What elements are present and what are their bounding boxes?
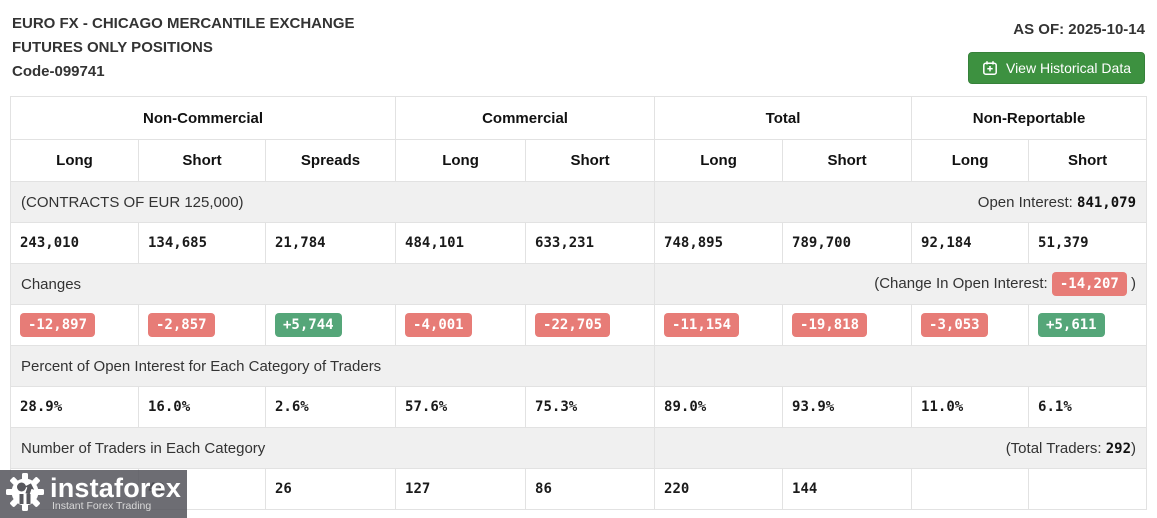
subheader-nc-short: Short — [138, 139, 266, 182]
subheader-nc-spreads: Spreads — [264, 139, 397, 182]
contracts-open-interest-row: (CONTRACTS OF EUR 125,000) Open Interest… — [9, 181, 1148, 223]
change-open-interest-badge: -14,207 — [1051, 272, 1127, 296]
change-cell: -4,001 — [395, 304, 527, 346]
change-badge: -3,053 — [921, 313, 988, 337]
traders-cell: 144 — [782, 468, 913, 510]
change-badge: +5,744 — [275, 313, 342, 337]
report-header-right: AS OF: 2025-10-14 View Historical Data — [967, 12, 1145, 84]
traders-cell: 86 — [525, 468, 656, 510]
total-traders-value: 292 — [1105, 440, 1132, 457]
change-cell: -12,897 — [10, 304, 139, 346]
view-historical-data-label: View Historical Data — [1005, 60, 1131, 76]
percent-label-row: Percent of Open Interest for Each Catego… — [9, 345, 1148, 387]
group-header-commercial: Commercial — [395, 96, 656, 140]
traders-cell: 220 — [654, 468, 784, 510]
open-interest-value: 841,079 — [1077, 194, 1137, 211]
percent-cell: 6.1% — [1028, 386, 1148, 428]
position-cell: 789,700 — [782, 222, 913, 264]
sub-header-row: Long Short Spreads Long Short Long Short… — [10, 139, 1148, 182]
report-titles: EURO FX - CHICAGO MERCANTILE EXCHANGE FU… — [12, 12, 355, 84]
change-badge: +5,611 — [1038, 313, 1105, 337]
calendar-plus-icon — [982, 60, 998, 76]
change-cell: -3,053 — [911, 304, 1030, 346]
change-badge: -2,857 — [148, 313, 215, 337]
changes-label-row: Changes (Change In Open Interest: -14,20… — [9, 263, 1148, 305]
position-cell: 633,231 — [525, 222, 656, 264]
change-open-interest-label: (Change In Open Interest: — [874, 275, 1052, 292]
traders-label-row: Number of Traders in Each Category (Tota… — [9, 427, 1148, 469]
percent-cell: 89.0% — [654, 386, 784, 428]
traders-cell: 26 — [264, 468, 397, 510]
traders-cell — [1028, 468, 1148, 510]
subheader-c-long: Long — [395, 139, 527, 182]
percent-cell: 75.3% — [525, 386, 656, 428]
view-historical-data-button[interactable]: View Historical Data — [967, 52, 1145, 84]
contracts-note: (CONTRACTS OF EUR 125,000) — [9, 181, 656, 223]
change-badge: -11,154 — [664, 313, 740, 337]
change-badge: -12,897 — [20, 313, 96, 337]
report-title-exchange: EURO FX - CHICAGO MERCANTILE EXCHANGE — [12, 15, 355, 32]
position-cell: 51,379 — [1028, 222, 1148, 264]
percent-cell: 16.0% — [138, 386, 266, 428]
percent-cell: 57.6% — [395, 386, 527, 428]
percent-cell: 93.9% — [782, 386, 913, 428]
subheader-t-short: Short — [782, 139, 913, 182]
total-traders-suffix: ) — [1131, 439, 1137, 457]
changes-label: Changes — [9, 263, 656, 305]
change-open-interest-suffix: ) — [1126, 275, 1137, 292]
group-header-nonreportable: Non-Reportable — [911, 96, 1148, 140]
watermark-tagline: Instant Forex Trading — [52, 500, 152, 512]
group-header-row: Non-Commercial Commercial Total Non-Repo… — [9, 96, 1148, 140]
percent-label: Percent of Open Interest for Each Catego… — [9, 345, 656, 387]
position-cell: 92,184 — [911, 222, 1030, 264]
changes-row: -12,897 -2,857 +5,744 -4,001 -22,705 -11… — [10, 304, 1148, 346]
total-traders-label: (Total Traders: — [1005, 439, 1106, 457]
watermark-brand: instaforex — [50, 473, 182, 503]
open-interest-cell: Open Interest: 841,079 — [654, 181, 1148, 223]
position-cell: 243,010 — [10, 222, 139, 264]
change-cell: -11,154 — [654, 304, 784, 346]
gear-icon — [5, 472, 45, 517]
report-code: Code-099741 — [12, 63, 105, 80]
percent-cell: 28.9% — [10, 386, 139, 428]
change-cell: -22,705 — [525, 304, 656, 346]
total-traders-cell: (Total Traders: 292) — [654, 427, 1148, 469]
positions-row: 243,010 134,685 21,784 484,101 633,231 7… — [10, 222, 1148, 264]
position-cell: 134,685 — [138, 222, 266, 264]
subheader-t-long: Long — [654, 139, 784, 182]
position-cell: 748,895 — [654, 222, 784, 264]
percent-row: 28.9% 16.0% 2.6% 57.6% 75.3% 89.0% 93.9%… — [10, 386, 1148, 428]
percent-label-spacer — [654, 345, 1148, 387]
traders-cell: 127 — [395, 468, 527, 510]
change-badge: -19,818 — [792, 313, 868, 337]
subheader-nr-short: Short — [1028, 139, 1148, 182]
percent-cell: 11.0% — [911, 386, 1030, 428]
percent-cell: 2.6% — [264, 386, 397, 428]
position-cell: 21,784 — [264, 222, 397, 264]
traders-cell — [911, 468, 1030, 510]
as-of-date: AS OF: 2025-10-14 — [1013, 21, 1145, 38]
report-header: EURO FX - CHICAGO MERCANTILE EXCHANGE FU… — [12, 12, 1145, 84]
watermark-text: instaforex Instant Forex Trading — [50, 473, 182, 513]
change-badge: -4,001 — [405, 313, 472, 337]
subheader-nc-long: Long — [10, 139, 139, 182]
change-cell: -2,857 — [138, 304, 266, 346]
change-cell: -19,818 — [782, 304, 913, 346]
traders-label: Number of Traders in Each Category — [9, 427, 656, 469]
position-cell: 484,101 — [395, 222, 527, 264]
change-cell: +5,744 — [264, 304, 397, 346]
change-cell: +5,611 — [1028, 304, 1148, 346]
group-header-noncommercial: Non-Commercial — [9, 96, 397, 140]
cot-positions-table: Non-Commercial Commercial Total Non-Repo… — [9, 96, 1148, 510]
open-interest-label: Open Interest: — [977, 193, 1078, 211]
instaforex-watermark: instaforex Instant Forex Trading — [0, 470, 187, 518]
report-title-positions: FUTURES ONLY POSITIONS — [12, 39, 213, 56]
group-header-total: Total — [654, 96, 913, 140]
subheader-nr-long: Long — [911, 139, 1030, 182]
change-open-interest-cell: (Change In Open Interest: -14,207 ) — [654, 263, 1148, 305]
change-badge: -22,705 — [535, 313, 611, 337]
subheader-c-short: Short — [525, 139, 656, 182]
